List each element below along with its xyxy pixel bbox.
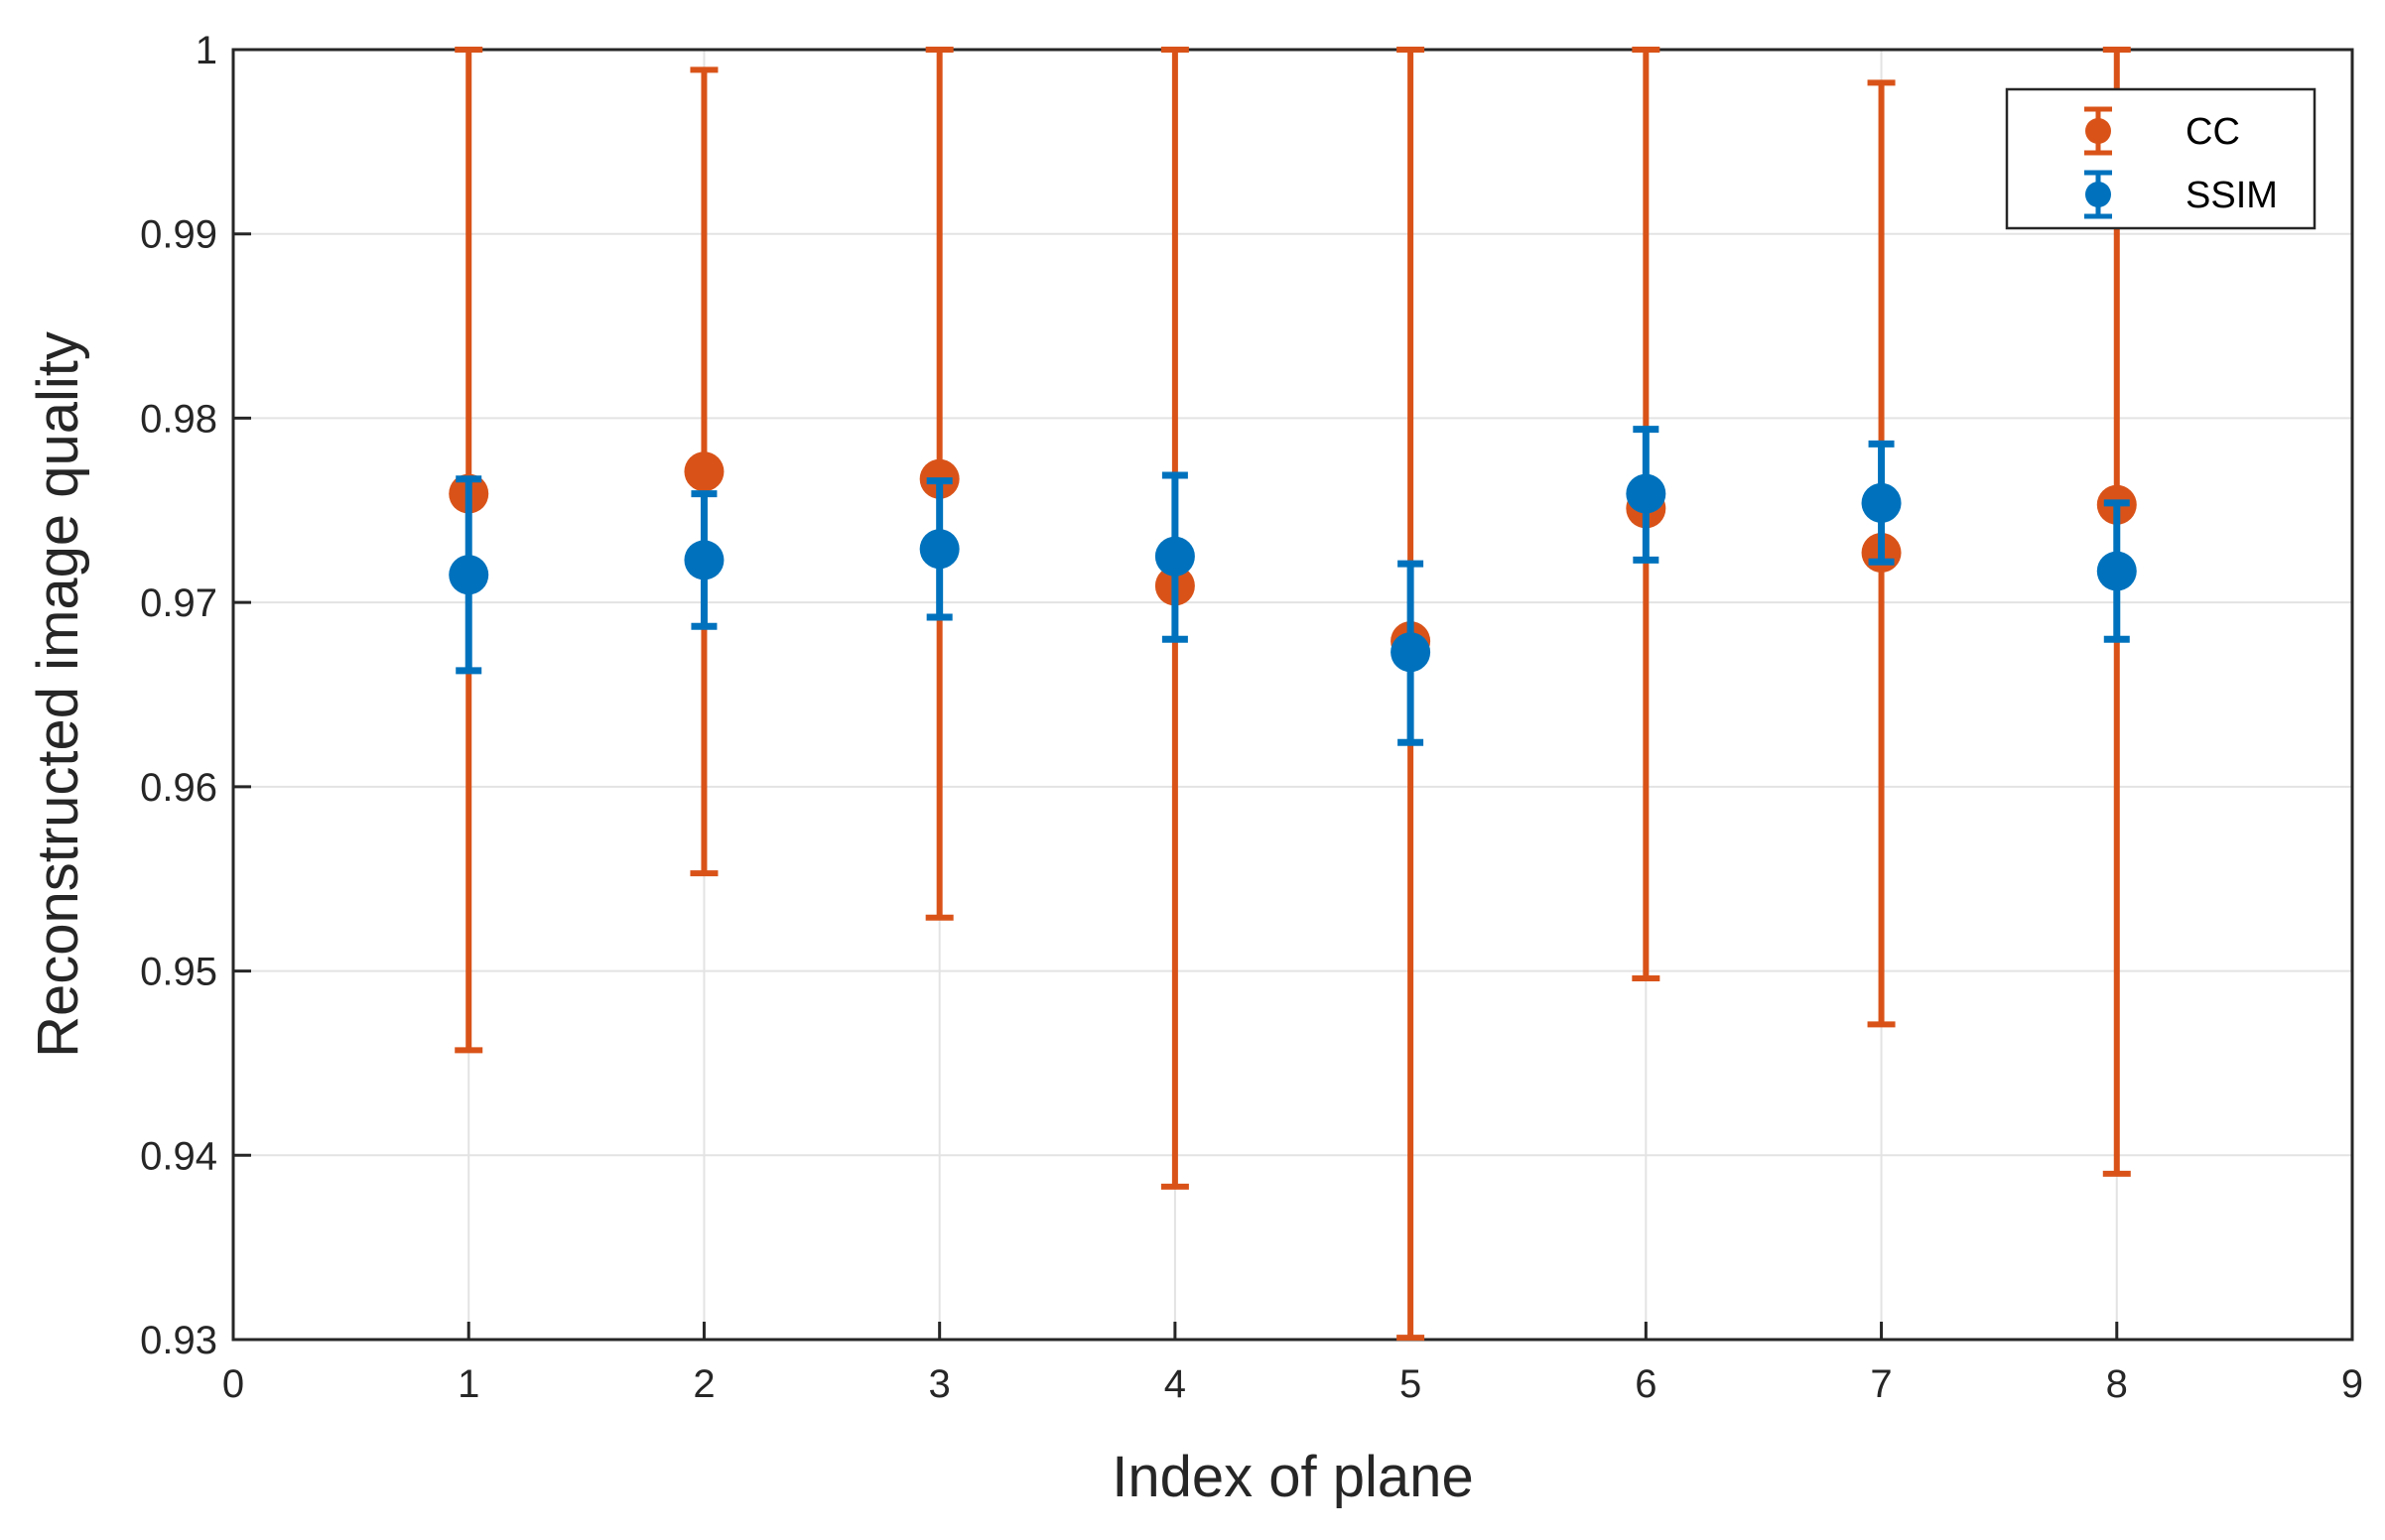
x-tick-label: 0 <box>222 1362 244 1406</box>
legend-box <box>2005 87 2317 230</box>
x-tick-label: 3 <box>929 1362 951 1406</box>
x-tick-label: 5 <box>1399 1362 1421 1406</box>
x-tick-label: 6 <box>1635 1362 1656 1406</box>
data-point <box>1154 536 1195 577</box>
legend: CC SSIM <box>2005 87 2317 230</box>
x-tick-label: 7 <box>1870 1362 1892 1406</box>
x-tick-label: 2 <box>693 1362 715 1406</box>
data-point <box>1861 482 1902 523</box>
data-point <box>1391 632 1431 673</box>
y-tick-label: 0.94 <box>140 1134 217 1178</box>
x-tick-label: 4 <box>1164 1362 1186 1406</box>
y-tick-label: 0.97 <box>140 581 217 625</box>
x-axis-label: Index of plane <box>1112 1445 1473 1509</box>
legend-label-cc: CC <box>2186 111 2240 153</box>
data-point <box>449 555 489 595</box>
y-tick-label: 0.99 <box>140 213 217 257</box>
legend-label-ssim: SSIM <box>2186 175 2278 216</box>
data-point <box>684 451 725 492</box>
legend-marker <box>2085 182 2111 207</box>
data-point <box>919 529 960 570</box>
data-series <box>449 47 2137 1342</box>
x-tick-label: 9 <box>2341 1362 2363 1406</box>
plot-area-frame <box>231 48 2354 1342</box>
series-ssim <box>449 426 2137 746</box>
data-point <box>684 540 725 580</box>
data-point <box>1626 473 1666 514</box>
y-tick-label: 0.93 <box>140 1319 217 1362</box>
y-tick-label: 0.95 <box>140 951 217 994</box>
data-point <box>2096 551 2137 591</box>
x-tick-label: 1 <box>458 1362 479 1406</box>
y-tick-label: 0.98 <box>140 397 217 441</box>
y-axis-label: Reconstructed image quality <box>26 331 90 1058</box>
axis-ticks: 0 1 2 3 4 5 6 7 8 9 0.93 0.94 0.95 0.96 0.97 0.98 0.99 1 <box>140 29 2363 1406</box>
y-tick-label: 0.96 <box>140 766 217 810</box>
legend-marker <box>2085 118 2111 144</box>
y-tick-label: 1 <box>196 29 217 72</box>
x-tick-label: 8 <box>2106 1362 2128 1406</box>
